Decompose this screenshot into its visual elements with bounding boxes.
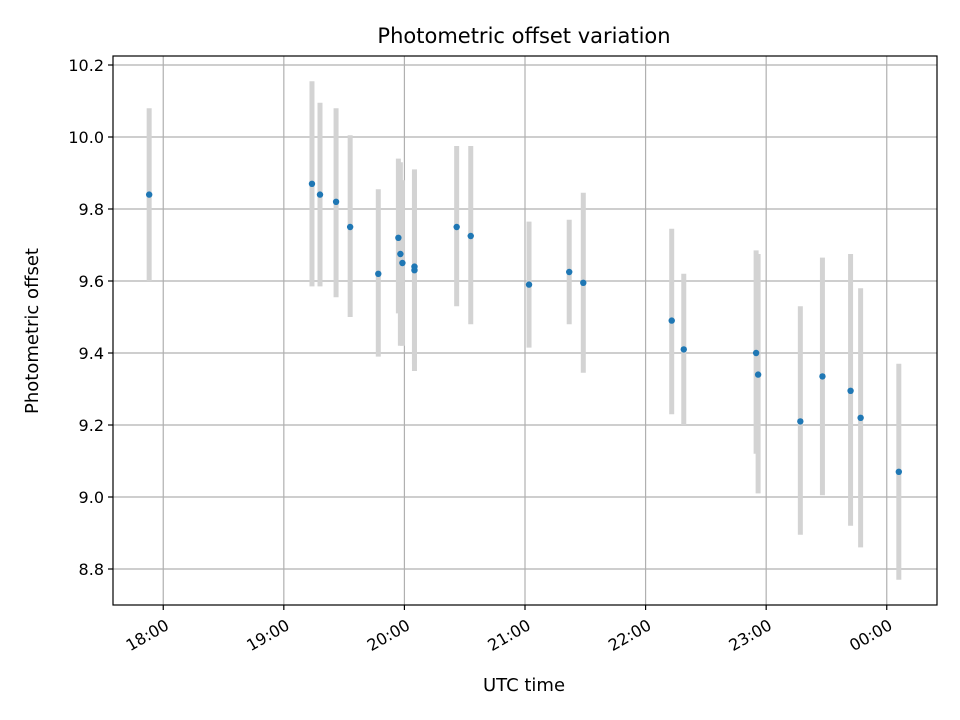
data-point [680,346,687,353]
y-tick-label: 10.2 [68,56,104,75]
data-point [411,263,418,270]
y-tick-label: 9.2 [79,416,104,435]
data-point [308,180,316,187]
y-axis-label: Photometric offset [22,248,43,414]
data-point [566,268,573,276]
data-point [819,373,826,380]
y-axis-ticks: 8.8 9.0 9.2 9.4 9.6 9.8 10.0 10.2 [68,56,113,579]
data-point [395,234,402,241]
y-tick-label: 10.0 [68,128,104,147]
data-point [397,250,404,258]
data-point [797,418,804,425]
data-point [346,223,354,231]
chart-title: Photometric offset variation [377,24,670,48]
data-point [316,191,324,198]
data-point [525,281,533,288]
data-point [375,270,382,277]
y-tick-label: 9.6 [79,272,104,291]
data-point [332,198,340,205]
data-point [668,317,675,324]
data-point [754,371,762,378]
data-point [399,259,406,267]
data-point [145,191,153,198]
data-point [453,223,460,231]
x-axis-label: UTC time [483,675,565,696]
data-point [467,232,474,240]
data-point [847,387,854,394]
data-point [857,414,864,421]
y-tick-label: 9.8 [79,200,104,219]
data-point [752,349,760,357]
data-point [895,468,903,475]
y-tick-label: 8.8 [79,560,104,579]
data-point [580,279,587,286]
y-tick-label: 9.0 [79,488,104,507]
data-points [145,180,903,475]
grid [113,56,937,605]
y-tick-label: 9.4 [79,344,104,363]
